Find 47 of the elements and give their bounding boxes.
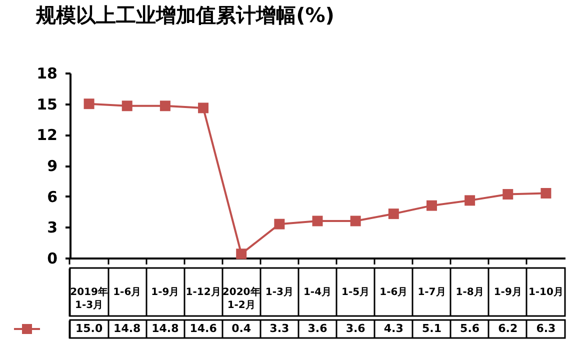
point	[236, 248, 247, 260]
x-tick-label: 2019年1-3月	[70, 286, 108, 311]
data-label: 3.6	[308, 322, 328, 335]
data-label: 3.3	[270, 322, 290, 335]
x-tick-label: 1-6月	[380, 287, 408, 298]
chart-title: 规模以上工业增加值累计增幅(%)	[35, 3, 334, 27]
point	[122, 100, 132, 112]
x-tick-label: 1-4月	[303, 287, 332, 298]
x-tick-label: 2020年1-2月	[222, 286, 260, 311]
point	[312, 216, 323, 226]
data-label: 0.4	[232, 322, 252, 335]
x-tick-label: 1-9月	[494, 287, 522, 298]
y-tick-label: 0	[47, 250, 58, 268]
data-label: 14.8	[114, 322, 141, 335]
x-tick-label: 1-12月	[186, 287, 221, 298]
point	[350, 216, 361, 226]
point	[160, 100, 170, 112]
point	[84, 98, 94, 110]
x-tick-label: 1-9月	[151, 287, 180, 298]
x-tick-label: 1-8月	[456, 287, 484, 298]
y-tick-label: 6	[47, 188, 58, 206]
point	[426, 200, 437, 211]
data-label: 5.1	[422, 322, 442, 335]
data-label: 14.8	[152, 322, 179, 335]
x-tick-label: 1-6月	[113, 287, 142, 298]
point	[198, 102, 209, 114]
data-label: 6.3	[536, 322, 556, 335]
data-label: 6.2	[498, 322, 518, 335]
data-label: 14.6	[190, 322, 218, 335]
x-tick-label: 1-3月	[265, 287, 294, 298]
point	[502, 189, 514, 200]
point	[464, 195, 476, 206]
y-tick-label: 12	[36, 126, 58, 144]
x-tick-label: 1-10月	[528, 287, 564, 298]
data-label: 15.0	[75, 322, 103, 335]
point	[388, 208, 399, 220]
x-tick-label: 1-5月	[342, 287, 370, 298]
data-label: 3.6	[346, 322, 366, 335]
point	[274, 218, 285, 230]
point	[540, 188, 552, 198]
y-tick-label: 15	[36, 95, 58, 114]
data-label: 5.6	[460, 322, 480, 335]
y-tick-label: 9	[47, 157, 58, 175]
x-tick-label: 1-7月	[418, 287, 446, 298]
y-tick-label: 3	[47, 218, 58, 237]
data-label: 4.3	[384, 322, 404, 335]
y-tick-label: 18	[36, 64, 58, 82]
